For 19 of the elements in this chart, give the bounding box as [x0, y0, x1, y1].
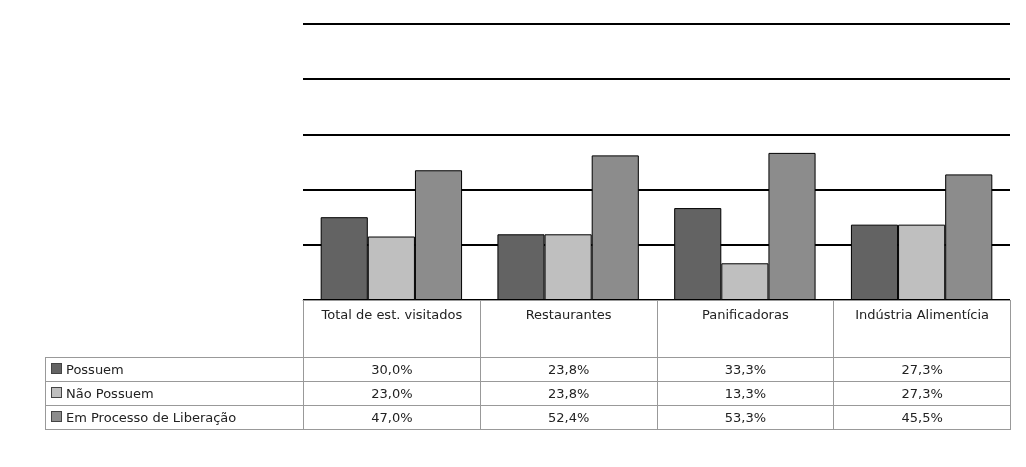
x-tick-label: Restaurantes: [480, 300, 657, 358]
legend-label: Possuem: [45, 357, 304, 382]
data-label: 23,8%: [480, 381, 657, 406]
data-label: 33,3%: [657, 357, 834, 382]
data-label: 27,3%: [833, 357, 1011, 382]
data-label: 45,5%: [833, 405, 1011, 430]
data-label: 13,3%: [657, 381, 834, 406]
data-label: 53,3%: [657, 405, 834, 430]
x-tick-label: Panificadoras: [657, 300, 834, 358]
data-label: 27,3%: [833, 381, 1011, 406]
data-label: 52,4%: [480, 405, 657, 430]
x-tick-label: Total de est. visitados: [303, 300, 481, 358]
legend-label: Em Processo de Liberação: [45, 405, 304, 430]
data-label: 30,0%: [303, 357, 481, 382]
data-label: 47,0%: [303, 405, 481, 430]
data-label: 23,8%: [480, 357, 657, 382]
x-tick-label: Indústria Alimentícia: [833, 300, 1011, 358]
legend-label: Não Possuem: [45, 381, 304, 406]
data-label: 23,0%: [303, 381, 481, 406]
